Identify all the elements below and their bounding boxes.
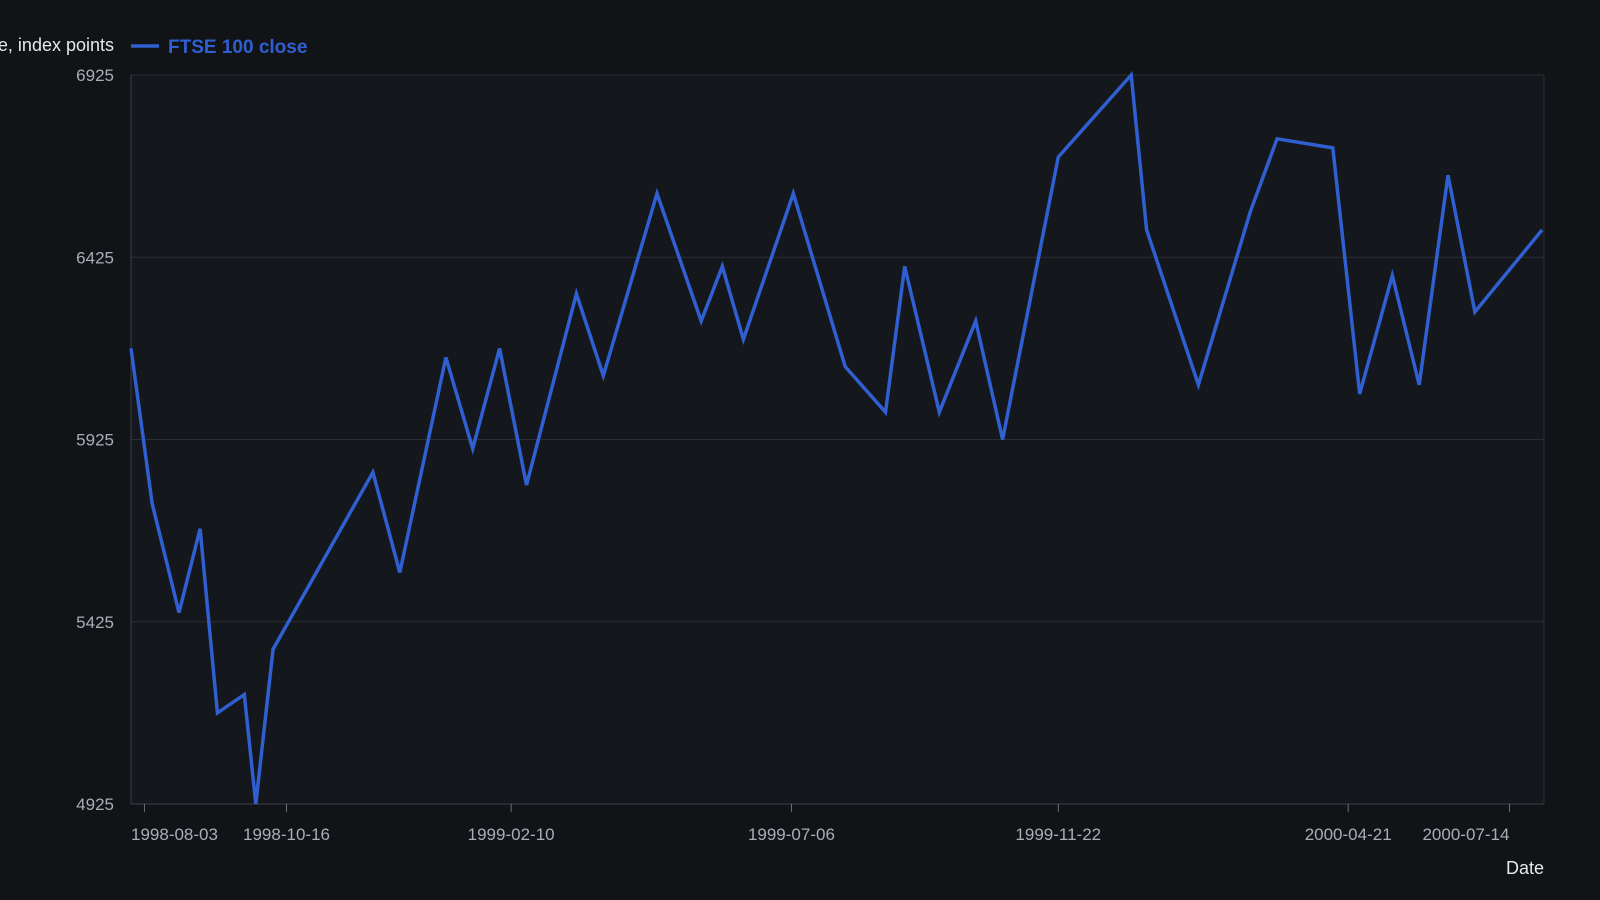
data-point xyxy=(1474,311,1475,312)
y-tick-label: 5425 xyxy=(76,613,114,632)
y-tick-label: 6425 xyxy=(76,248,114,267)
x-tick-label: 1998-08-03 xyxy=(131,825,218,844)
data-point xyxy=(445,357,446,358)
data-point xyxy=(793,193,794,194)
data-point xyxy=(657,193,658,194)
data-point xyxy=(1058,157,1059,158)
data-point xyxy=(499,348,500,349)
x-axis-title: Date xyxy=(1506,858,1544,878)
data-point xyxy=(885,412,886,413)
data-point xyxy=(1448,175,1449,176)
data-point xyxy=(904,266,905,267)
data-point xyxy=(1131,75,1132,76)
data-point xyxy=(1392,275,1393,276)
x-tick-label: 1999-11-22 xyxy=(1015,825,1101,844)
data-point xyxy=(845,366,846,367)
data-point xyxy=(603,375,604,376)
data-point xyxy=(1198,384,1199,385)
x-tick-label: 2000-07-14 xyxy=(1422,825,1509,844)
data-point xyxy=(1542,229,1543,230)
data-point xyxy=(472,448,473,449)
data-point xyxy=(722,266,723,267)
data-point xyxy=(217,712,218,713)
data-point xyxy=(526,485,527,486)
data-point xyxy=(975,321,976,322)
legend-label-ftse-100-close: FTSE 100 close xyxy=(168,37,307,58)
data-point xyxy=(152,503,153,504)
x-tick-label: 2000-04-21 xyxy=(1305,825,1392,844)
y-tick-label: 5925 xyxy=(76,431,114,450)
data-point xyxy=(939,412,940,413)
axes: 4925 5425 5925 6425 6925 1998-08-03 1998-10-16… xyxy=(76,66,1545,844)
y-axis-title: Price, index points xyxy=(0,35,114,55)
data-point xyxy=(1277,138,1278,139)
data-point xyxy=(255,804,256,805)
data-point xyxy=(1419,384,1420,385)
data-point xyxy=(372,472,373,473)
x-tick-label: 1999-07-06 xyxy=(748,825,835,844)
data-point xyxy=(399,572,400,573)
data-point xyxy=(1332,147,1333,148)
series-line-ftse-100-close xyxy=(129,70,1544,805)
data-point xyxy=(743,339,744,340)
data-point xyxy=(244,694,245,695)
y-tick-label: 6925 xyxy=(76,66,114,85)
data-point xyxy=(1250,211,1251,212)
data-point xyxy=(1002,439,1003,440)
data-point xyxy=(701,321,702,322)
data-point xyxy=(200,528,201,529)
data-point xyxy=(273,649,274,650)
legend: Price, index points FTSE 100 close xyxy=(0,35,307,58)
data-point xyxy=(1146,229,1147,230)
series-layer xyxy=(129,70,1544,805)
x-tick-label: 1999-02-10 xyxy=(468,825,555,844)
data-point xyxy=(1359,393,1360,394)
x-tick-label: 1998-10-16 xyxy=(243,825,330,844)
y-tick-label: 4925 xyxy=(76,795,114,814)
data-point xyxy=(576,293,577,294)
data-point xyxy=(131,348,132,349)
data-point xyxy=(179,612,180,613)
